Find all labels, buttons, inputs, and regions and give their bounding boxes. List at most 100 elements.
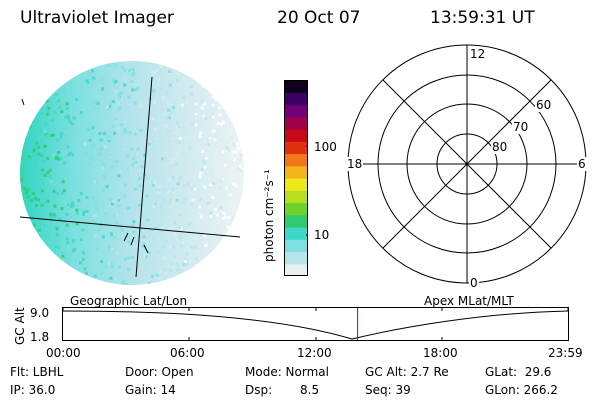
- image-pixel: [201, 101, 205, 105]
- image-pixel: [59, 157, 63, 161]
- image-pixel: [242, 252, 244, 255]
- image-pixel: [211, 95, 215, 99]
- image-pixel: [241, 106, 244, 110]
- color-bar-swatch: [284, 190, 308, 204]
- image-pixel: [84, 271, 88, 275]
- image-pixel: [218, 254, 222, 258]
- image-pixel: [165, 91, 169, 95]
- image-pixel: [184, 91, 188, 95]
- image-pixel: [26, 195, 30, 199]
- image-pixel: [90, 100, 94, 104]
- image-pixel: [228, 98, 232, 102]
- image-pixel: [198, 205, 202, 209]
- image-pixel: [194, 123, 198, 127]
- image-pixel: [118, 96, 122, 99]
- image-pixel: [44, 69, 48, 73]
- image-pixel: [162, 197, 166, 201]
- image-pixel: [167, 102, 170, 106]
- image-pixel: [122, 279, 126, 283]
- polar-label-6: 6: [577, 157, 587, 171]
- image-pixel: [60, 207, 64, 211]
- image-pixel: [60, 110, 64, 114]
- image-pixel: [222, 192, 226, 196]
- image-pixel: [126, 154, 130, 158]
- image-pixel: [228, 104, 232, 108]
- image-pixel: [198, 198, 202, 202]
- image-pixel: [194, 272, 198, 276]
- image-pixel: [142, 242, 146, 246]
- image-pixel: [171, 137, 175, 141]
- image-pixel: [226, 241, 229, 244]
- timeline-xtick-0000: 00:00: [46, 346, 81, 360]
- image-pixel: [226, 146, 229, 150]
- image-pixel: [46, 110, 50, 114]
- image-pixel: [103, 265, 107, 269]
- image-pixel: [35, 204, 38, 207]
- image-pixel: [168, 157, 172, 160]
- image-pixel: [46, 156, 49, 160]
- image-pixel: [220, 261, 224, 265]
- image-pixel: [200, 167, 204, 171]
- image-pixel: [99, 138, 103, 142]
- image-pixel: [233, 91, 237, 94]
- image-pixel: [123, 120, 127, 124]
- image-pixel: [29, 188, 33, 192]
- image-pixel: [101, 235, 105, 239]
- image-pixel: [53, 204, 57, 208]
- image-pixel: [81, 258, 85, 261]
- image-pixel: [55, 192, 59, 196]
- image-pixel: [159, 107, 163, 111]
- image-pixel: [86, 61, 90, 65]
- image-pixel: [145, 194, 149, 198]
- image-pixel: [224, 282, 228, 285]
- image-pixel: [157, 77, 161, 81]
- image-pixel: [27, 162, 31, 166]
- timeline-xtick-0600: 06:00: [170, 346, 205, 360]
- image-pixel: [89, 73, 93, 77]
- dsp-value: 8.5: [300, 383, 320, 397]
- image-pixel: [52, 189, 56, 193]
- image-pixel: [68, 142, 72, 146]
- image-pixel: [185, 176, 189, 180]
- image-pixel: [28, 249, 32, 252]
- image-pixel: [136, 86, 140, 90]
- image-pixel: [30, 119, 34, 123]
- image-pixel: [72, 116, 76, 120]
- image-pixel: [205, 270, 209, 273]
- image-pixel: [50, 134, 54, 137]
- image-pixel: [211, 103, 215, 107]
- image-pixel: [161, 64, 164, 68]
- timeline-ymax-label: 9.0: [30, 306, 50, 320]
- image-pixel: [77, 128, 81, 132]
- image-pixel: [51, 118, 55, 122]
- image-pixel: [154, 203, 158, 207]
- dsp-label: Dsp:: [245, 383, 273, 397]
- image-pixel: [160, 213, 164, 216]
- image-pixel: [192, 155, 196, 159]
- image-pixel: [107, 246, 111, 249]
- image-pixel: [236, 142, 240, 146]
- image-pixel: [92, 276, 95, 280]
- image-pixel: [104, 145, 107, 149]
- image-pixel: [127, 240, 131, 244]
- image-pixel: [175, 121, 179, 125]
- image-pixel: [144, 85, 148, 88]
- color-bar-swatch: [284, 116, 308, 130]
- image-pixel: [153, 127, 157, 131]
- image-pixel: [152, 89, 156, 93]
- image-pixel: [27, 99, 31, 103]
- image-pixel: [192, 129, 195, 133]
- image-pixel: [224, 186, 228, 190]
- image-pixel: [186, 161, 190, 165]
- image-pixel: [179, 268, 183, 272]
- image-pixel: [196, 178, 200, 182]
- image-pixel: [169, 198, 173, 202]
- image-pixel: [199, 211, 203, 215]
- image-pixel: [147, 206, 151, 210]
- image-pixel: [38, 234, 42, 238]
- image-pixel: [143, 254, 147, 258]
- image-pixel: [203, 234, 207, 238]
- image-pixel: [38, 250, 42, 254]
- image-pixel: [59, 135, 63, 139]
- image-pixel: [194, 245, 198, 249]
